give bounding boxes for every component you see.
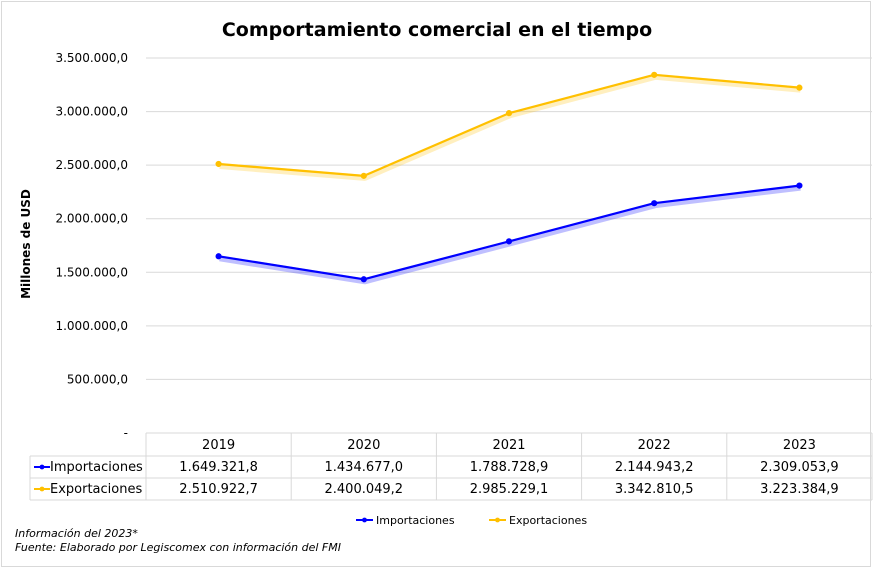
- table-legend-key-marker: [39, 486, 45, 492]
- y-tick-label: 1.500.000,0: [55, 265, 128, 279]
- x-category-label: 2019: [202, 438, 235, 453]
- x-category-label: 2020: [347, 438, 380, 453]
- data-point: [651, 71, 658, 78]
- table-value: 2.309.053,9: [760, 460, 839, 475]
- y-tick-label: -: [124, 426, 128, 440]
- legend-label: Importaciones: [376, 514, 455, 527]
- table-value: 1.434.677,0: [325, 460, 404, 475]
- data-point: [360, 276, 367, 283]
- data-point: [215, 253, 222, 260]
- data-point: [215, 160, 222, 168]
- y-tick-label: 2.000.000,0: [55, 212, 128, 226]
- series-line-shadow: [219, 184, 801, 285]
- table-value: 1.788.728,9: [470, 460, 549, 475]
- data-point: [505, 110, 513, 117]
- x-category-label: 2022: [638, 438, 671, 453]
- chart-title: Comportamiento comercial en el tiempo: [221, 19, 653, 41]
- y-tick-label: 2.500.000,0: [55, 158, 128, 172]
- legend-label: Exportaciones: [509, 514, 587, 527]
- table-legend-key-marker: [39, 464, 45, 470]
- legend-key-marker: [495, 517, 500, 523]
- table-value: 2.510.922,7: [179, 482, 258, 497]
- data-point: [505, 238, 513, 245]
- table-value: 2.144.943,2: [615, 460, 694, 475]
- footnote-info: Información del 2023*: [15, 527, 138, 540]
- y-tick-label: 3.000.000,0: [55, 105, 128, 119]
- data-point: [796, 84, 803, 91]
- y-tick-label: 1.000.000,0: [55, 319, 128, 333]
- table-series-name: Exportaciones: [50, 482, 142, 497]
- table-series-name: Importaciones: [50, 460, 143, 475]
- y-tick-label: 500.000,0: [67, 372, 128, 386]
- table-value: 3.223.384,9: [760, 482, 839, 497]
- y-tick-label: 3.500.000,0: [55, 51, 128, 65]
- table-value: 1.649.321,8: [179, 460, 258, 475]
- data-point: [796, 182, 803, 189]
- x-category-label: 2023: [783, 438, 816, 453]
- data-point: [360, 172, 367, 179]
- table-value: 2.985.229,1: [470, 482, 549, 497]
- table-value: 2.400.049,2: [325, 482, 404, 497]
- table-value: 3.342.810,5: [615, 482, 694, 497]
- series-line-shadow: [219, 73, 801, 181]
- footnote-source: Fuente: Elaborado por Legiscomex con inf…: [15, 541, 341, 554]
- legend-key-marker: [362, 517, 367, 523]
- data-point: [651, 200, 658, 207]
- series-line-exportaciones: [218, 73, 800, 177]
- x-category-label: 2021: [492, 438, 525, 453]
